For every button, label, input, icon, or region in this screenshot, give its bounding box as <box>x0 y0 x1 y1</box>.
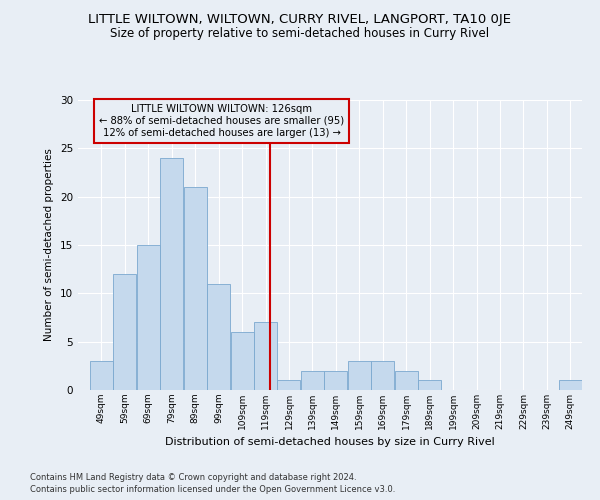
Bar <box>325 370 347 390</box>
Bar <box>113 274 136 390</box>
Bar <box>137 245 160 390</box>
Bar <box>184 187 206 390</box>
Bar <box>559 380 582 390</box>
Bar <box>230 332 254 390</box>
Bar <box>371 361 394 390</box>
Y-axis label: Number of semi-detached properties: Number of semi-detached properties <box>44 148 55 342</box>
Bar <box>301 370 324 390</box>
Bar <box>348 361 371 390</box>
Bar <box>395 370 418 390</box>
Bar <box>277 380 301 390</box>
Bar <box>254 322 277 390</box>
Bar <box>160 158 183 390</box>
Text: Contains HM Land Registry data © Crown copyright and database right 2024.: Contains HM Land Registry data © Crown c… <box>30 472 356 482</box>
Bar <box>418 380 441 390</box>
Text: Size of property relative to semi-detached houses in Curry Rivel: Size of property relative to semi-detach… <box>110 28 490 40</box>
Bar <box>90 361 113 390</box>
Bar <box>207 284 230 390</box>
Text: LITTLE WILTOWN WILTOWN: 126sqm
← 88% of semi-detached houses are smaller (95)
12: LITTLE WILTOWN WILTOWN: 126sqm ← 88% of … <box>99 104 344 138</box>
X-axis label: Distribution of semi-detached houses by size in Curry Rivel: Distribution of semi-detached houses by … <box>165 438 495 448</box>
Text: Contains public sector information licensed under the Open Government Licence v3: Contains public sector information licen… <box>30 485 395 494</box>
Text: LITTLE WILTOWN, WILTOWN, CURRY RIVEL, LANGPORT, TA10 0JE: LITTLE WILTOWN, WILTOWN, CURRY RIVEL, LA… <box>89 12 511 26</box>
